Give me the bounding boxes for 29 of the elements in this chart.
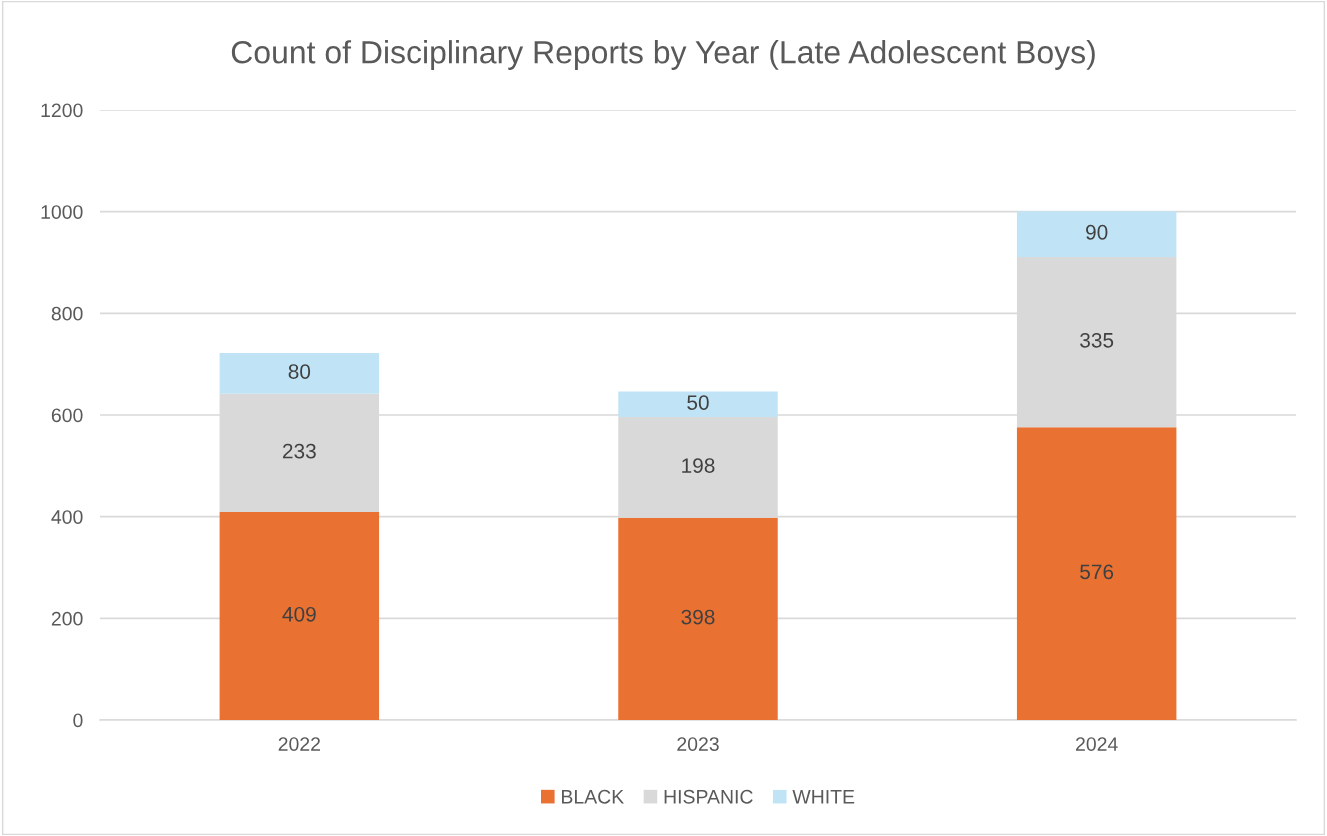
bar <box>618 517 778 720</box>
data-label: 335 <box>1080 332 1114 348</box>
bar <box>1016 211 1177 257</box>
data-label: 576 <box>1080 564 1114 580</box>
y-tick-label: 800 <box>51 306 83 321</box>
x-tick-label: 2024 <box>1076 737 1118 751</box>
data-label: 409 <box>282 606 316 622</box>
bar <box>219 512 380 720</box>
y-tick-label: 400 <box>51 510 83 524</box>
data-label: 80 <box>288 364 311 379</box>
data-label: 198 <box>682 458 715 473</box>
data-label: 398 <box>681 609 715 625</box>
y-tick-label: 600 <box>51 408 83 423</box>
x-tick-label: 2022 <box>278 737 320 751</box>
bar <box>618 391 778 418</box>
bar <box>219 352 380 394</box>
data-label: 233 <box>283 443 316 459</box>
legend-label: HISPANIC <box>664 789 753 804</box>
legend-label: WHITE <box>792 790 855 804</box>
y-tick-label: 1000 <box>41 205 83 219</box>
legend-label: BLACK <box>562 789 624 804</box>
chart-title: Count of Disciplinary Reports by Year (Late Adolescent Boys) <box>231 40 1095 70</box>
y-tick-label: 0 <box>73 713 83 728</box>
data-label: 90 <box>1086 224 1108 240</box>
bar <box>1016 427 1177 720</box>
y-tick-label: 1200 <box>41 103 83 118</box>
data-label: 50 <box>687 395 709 410</box>
x-tick-label: 2023 <box>677 737 719 751</box>
y-tick-label: 200 <box>51 611 83 626</box>
